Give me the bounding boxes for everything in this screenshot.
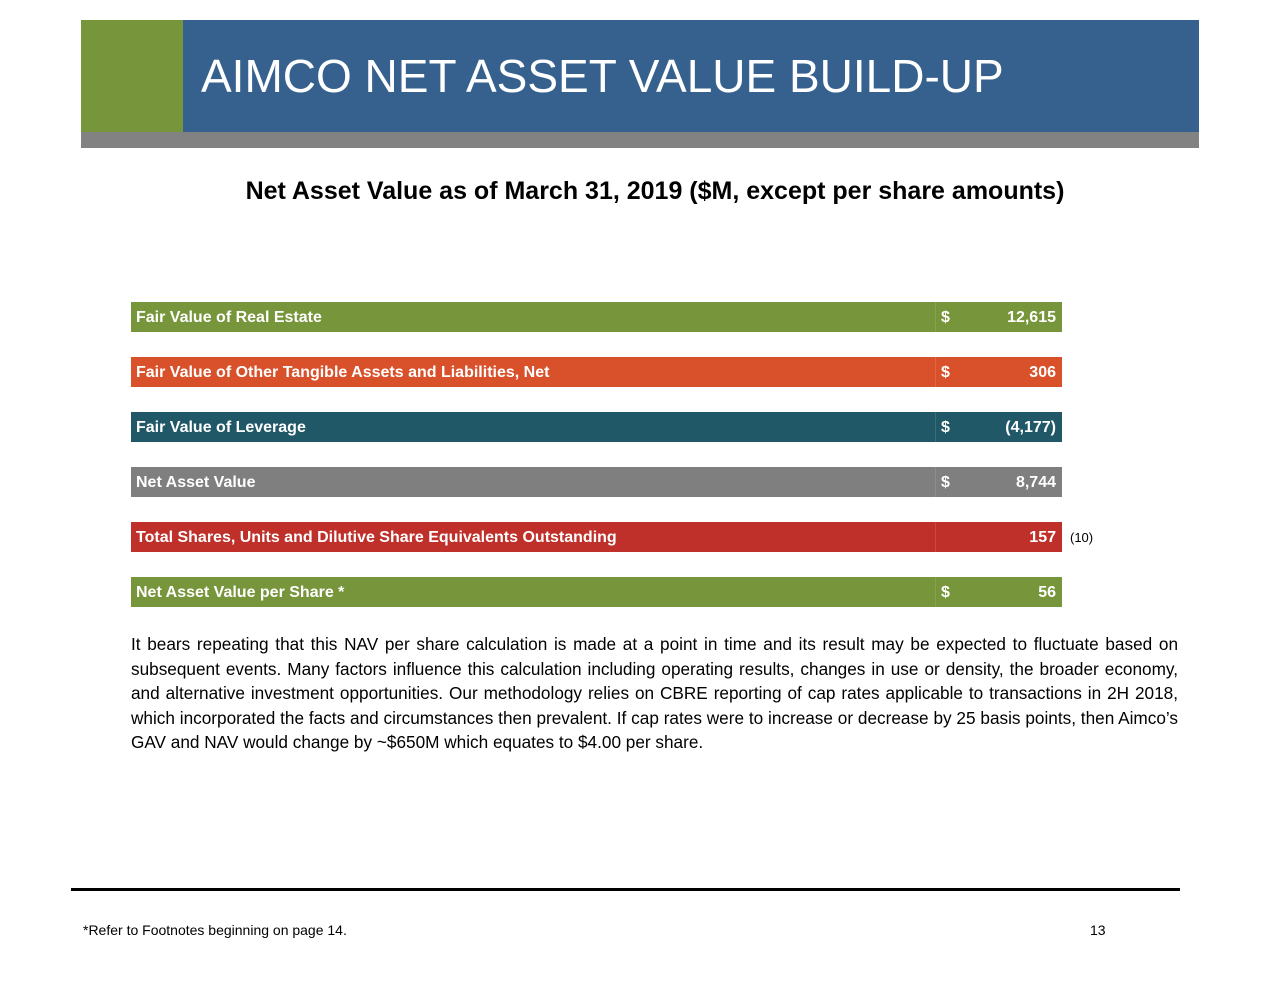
nav-table-row: Total Shares, Units and Dilutive Share E… [131,522,1062,552]
nav-table-row: Fair Value of Real Estate $ 12,615 [131,302,1062,332]
nav-table-row: Fair Value of Leverage $ (4,177) [131,412,1062,442]
header-banner [183,20,1199,132]
row-label: Fair Value of Other Tangible Assets and … [136,364,550,381]
row-value: (4,177) [1005,419,1056,436]
footer-divider [71,888,1180,891]
header-accent [81,20,183,132]
nav-table-row: Net Asset Value per Share * $ 56 [131,577,1062,607]
table-subtitle: Net Asset Value as of March 31, 2019 ($M… [245,177,1065,205]
row-label: Net Asset Value per Share * [136,584,345,601]
row-label: Net Asset Value [136,474,256,491]
row-currency [935,522,941,552]
page-number: 13 [1090,922,1106,938]
row-label: Fair Value of Real Estate [136,309,322,326]
row-currency: $ [935,302,950,332]
footnote: *Refer to Footnotes beginning on page 14… [83,922,347,938]
row-value: 8,744 [1015,474,1056,491]
row-label: Fair Value of Leverage [136,419,306,436]
row-value: 306 [1029,364,1056,381]
page-title: AIMCO NET ASSET VALUE BUILD-UP [201,50,1004,102]
nav-table-row: Fair Value of Other Tangible Assets and … [131,357,1062,387]
header-underline [81,132,1199,148]
row-currency: $ [935,467,950,497]
row-footnote-ref: (10) [1070,530,1094,545]
row-value: 157 [1029,529,1056,546]
row-currency: $ [935,577,950,607]
row-currency: $ [935,357,950,387]
explanatory-paragraph: It bears repeating that this NAV per sha… [131,634,1178,752]
row-value: 56 [1038,584,1056,601]
row-label: Total Shares, Units and Dilutive Share E… [136,529,617,546]
row-currency: $ [935,412,950,442]
row-value: 12,615 [1007,309,1056,326]
nav-table-row: Net Asset Value $ 8,744 [131,467,1062,497]
